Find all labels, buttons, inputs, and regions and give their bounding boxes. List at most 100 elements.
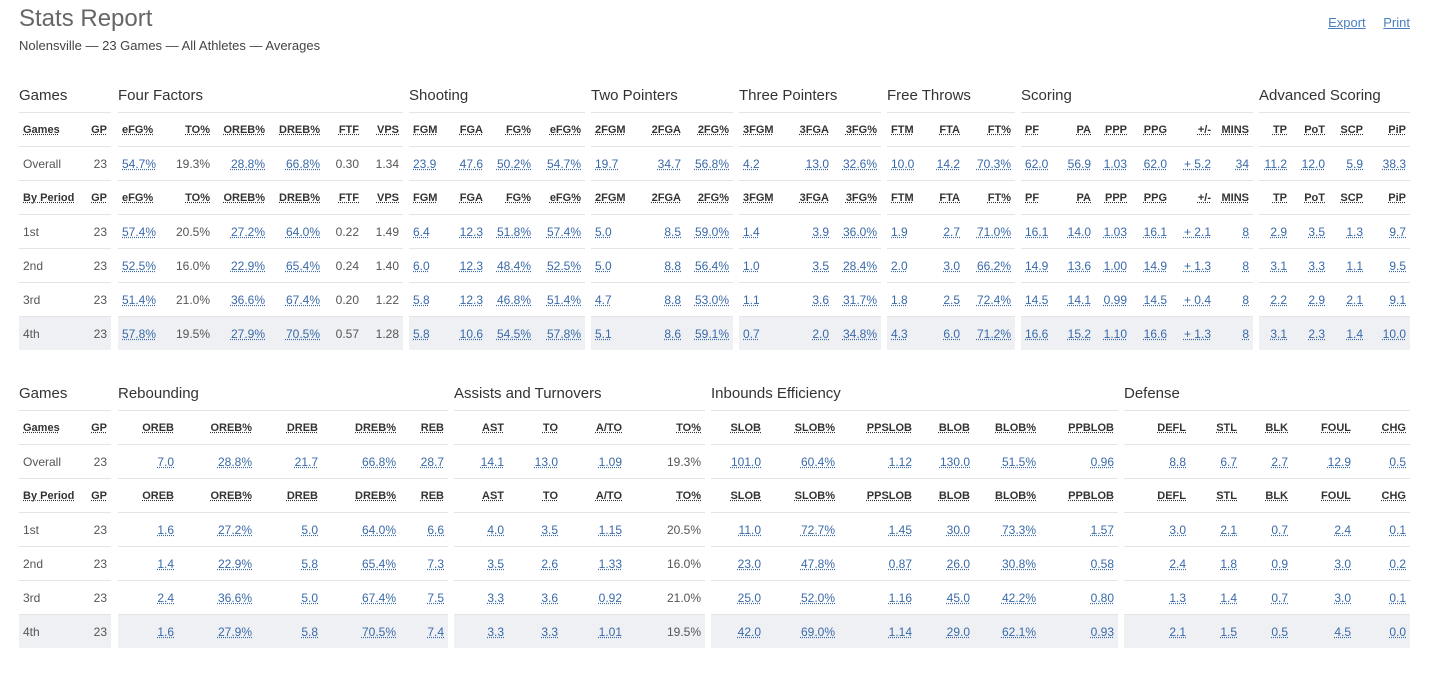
table-cell[interactable]: 65.4%	[269, 248, 324, 283]
table-cell[interactable]: 7.0	[118, 444, 178, 479]
column-header-2fga[interactable]: 2FGA	[643, 113, 685, 147]
table-cell[interactable]: + 5.2	[1171, 146, 1215, 181]
table-cell[interactable]: 0.7	[739, 316, 791, 350]
table-cell[interactable]: 12.3	[451, 282, 487, 317]
table-cell[interactable]: 0.1	[1355, 580, 1410, 615]
column-header-2fga[interactable]: 2FGA	[643, 180, 685, 215]
column-header-pip[interactable]: PiP	[1367, 113, 1410, 147]
column-header-ft[interactable]: FT%	[964, 113, 1015, 147]
table-cell[interactable]: 64.0%	[269, 214, 324, 249]
table-cell[interactable]: 10.0	[1367, 316, 1410, 350]
table-cell[interactable]: 13.0	[791, 146, 833, 181]
column-header-to[interactable]: TO%	[626, 478, 705, 513]
table-cell[interactable]: 101.0	[711, 444, 765, 479]
table-cell[interactable]: 26.0	[916, 546, 974, 581]
table-cell[interactable]: 1.8	[1190, 546, 1241, 581]
column-header-a-to[interactable]: A/TO	[562, 478, 626, 513]
table-cell[interactable]: 62.1%	[974, 614, 1040, 648]
table-cell[interactable]: 5.8	[256, 614, 322, 648]
table-cell[interactable]: 29.0	[916, 614, 974, 648]
column-header-blob[interactable]: BLOB	[916, 478, 974, 513]
table-cell[interactable]: 1.1	[1329, 248, 1367, 283]
table-cell[interactable]: 72.7%	[765, 512, 839, 547]
table-cell[interactable]: 3.1	[1259, 316, 1291, 350]
table-cell[interactable]: 8.8	[1124, 444, 1190, 479]
table-cell[interactable]: 22.9%	[214, 248, 269, 283]
column-header-fga[interactable]: FGA	[451, 180, 487, 215]
table-cell[interactable]: 30.0	[916, 512, 974, 547]
table-cell[interactable]: 51.5%	[974, 444, 1040, 479]
column-header-2fg[interactable]: 2FG%	[685, 180, 733, 215]
column-header-games[interactable]: Games	[19, 411, 79, 445]
column-header-3fga[interactable]: 3FGA	[791, 180, 833, 215]
column-header-mins[interactable]: MINS	[1215, 113, 1253, 147]
table-cell[interactable]: 8.8	[643, 248, 685, 283]
table-cell[interactable]: 2.3	[1291, 316, 1329, 350]
table-cell[interactable]: 57.8%	[535, 316, 585, 350]
column-header-pa[interactable]: PA	[1059, 180, 1095, 215]
table-cell[interactable]: 2.1	[1124, 614, 1190, 648]
table-cell[interactable]: 59.0%	[685, 214, 733, 249]
table-cell[interactable]: 51.8%	[487, 214, 535, 249]
column-header-vps[interactable]: VPS	[363, 113, 403, 147]
table-cell[interactable]: 57.4%	[118, 214, 167, 249]
table-cell[interactable]: 6.0	[927, 316, 964, 350]
table-cell[interactable]: 2.4	[118, 580, 178, 615]
table-cell[interactable]: 8.5	[643, 214, 685, 249]
table-cell[interactable]: 2.7	[1241, 444, 1292, 479]
table-cell[interactable]: 31.7%	[833, 282, 881, 317]
table-cell[interactable]: 0.7	[1241, 512, 1292, 547]
table-cell[interactable]: 8	[1215, 316, 1253, 350]
column-header-3fga[interactable]: 3FGA	[791, 113, 833, 147]
table-cell[interactable]: 0.9	[1241, 546, 1292, 581]
table-cell[interactable]: 3.3	[454, 614, 508, 648]
table-cell[interactable]: 1.1	[739, 282, 791, 317]
table-cell[interactable]: 56.4%	[685, 248, 733, 283]
table-cell[interactable]: 23.0	[711, 546, 765, 581]
table-cell[interactable]: 56.9	[1059, 146, 1095, 181]
table-cell[interactable]: 1.0	[739, 248, 791, 283]
print-link[interactable]: Print	[1383, 15, 1410, 30]
column-header-ftm[interactable]: FTM	[887, 113, 927, 147]
table-cell[interactable]: 14.1	[454, 444, 508, 479]
table-cell[interactable]: 1.45	[839, 512, 916, 547]
column-header-tp[interactable]: TP	[1259, 113, 1291, 147]
column-header-scp[interactable]: SCP	[1329, 113, 1367, 147]
table-cell[interactable]: 1.9	[887, 214, 927, 249]
table-cell[interactable]: 27.2%	[214, 214, 269, 249]
table-cell[interactable]: 1.12	[839, 444, 916, 479]
table-cell[interactable]: 3.5	[454, 546, 508, 581]
table-cell[interactable]: 3.6	[791, 282, 833, 317]
table-cell[interactable]: 2.0	[791, 316, 833, 350]
table-cell[interactable]: 65.4%	[322, 546, 400, 581]
column-header-ft[interactable]: FT%	[964, 180, 1015, 215]
column-header-slob[interactable]: SLOB%	[765, 411, 839, 445]
table-cell[interactable]: 0.0	[1355, 614, 1410, 648]
table-cell[interactable]: 14.0	[1059, 214, 1095, 249]
column-header-efg[interactable]: eFG%	[535, 113, 585, 147]
table-cell[interactable]: 8.8	[643, 282, 685, 317]
table-cell[interactable]: 5.0	[256, 512, 322, 547]
table-cell[interactable]: 2.7	[927, 214, 964, 249]
table-cell[interactable]: 5.0	[591, 214, 643, 249]
table-cell[interactable]: + 1.3	[1171, 248, 1215, 283]
column-header-dreb[interactable]: DREB	[256, 478, 322, 513]
column-header-ast[interactable]: AST	[454, 478, 508, 513]
table-cell[interactable]: 0.58	[1040, 546, 1118, 581]
table-cell[interactable]: 5.1	[591, 316, 643, 350]
column-header-by-period[interactable]: By Period	[19, 180, 79, 215]
table-cell[interactable]: 7.4	[400, 614, 448, 648]
table-cell[interactable]: 13.0	[508, 444, 562, 479]
table-cell[interactable]: 60.4%	[765, 444, 839, 479]
column-header-fg[interactable]: FG%	[487, 180, 535, 215]
column-header-pip[interactable]: PiP	[1367, 180, 1410, 215]
table-cell[interactable]: 66.8%	[322, 444, 400, 479]
column-header-slob[interactable]: SLOB	[711, 478, 765, 513]
column-header-efg[interactable]: eFG%	[535, 180, 585, 215]
table-cell[interactable]: 3.5	[791, 248, 833, 283]
table-cell[interactable]: 7.3	[400, 546, 448, 581]
table-cell[interactable]: 9.5	[1367, 248, 1410, 283]
table-cell[interactable]: 8	[1215, 248, 1253, 283]
table-cell[interactable]: 130.0	[916, 444, 974, 479]
table-cell[interactable]: 1.5	[1190, 614, 1241, 648]
